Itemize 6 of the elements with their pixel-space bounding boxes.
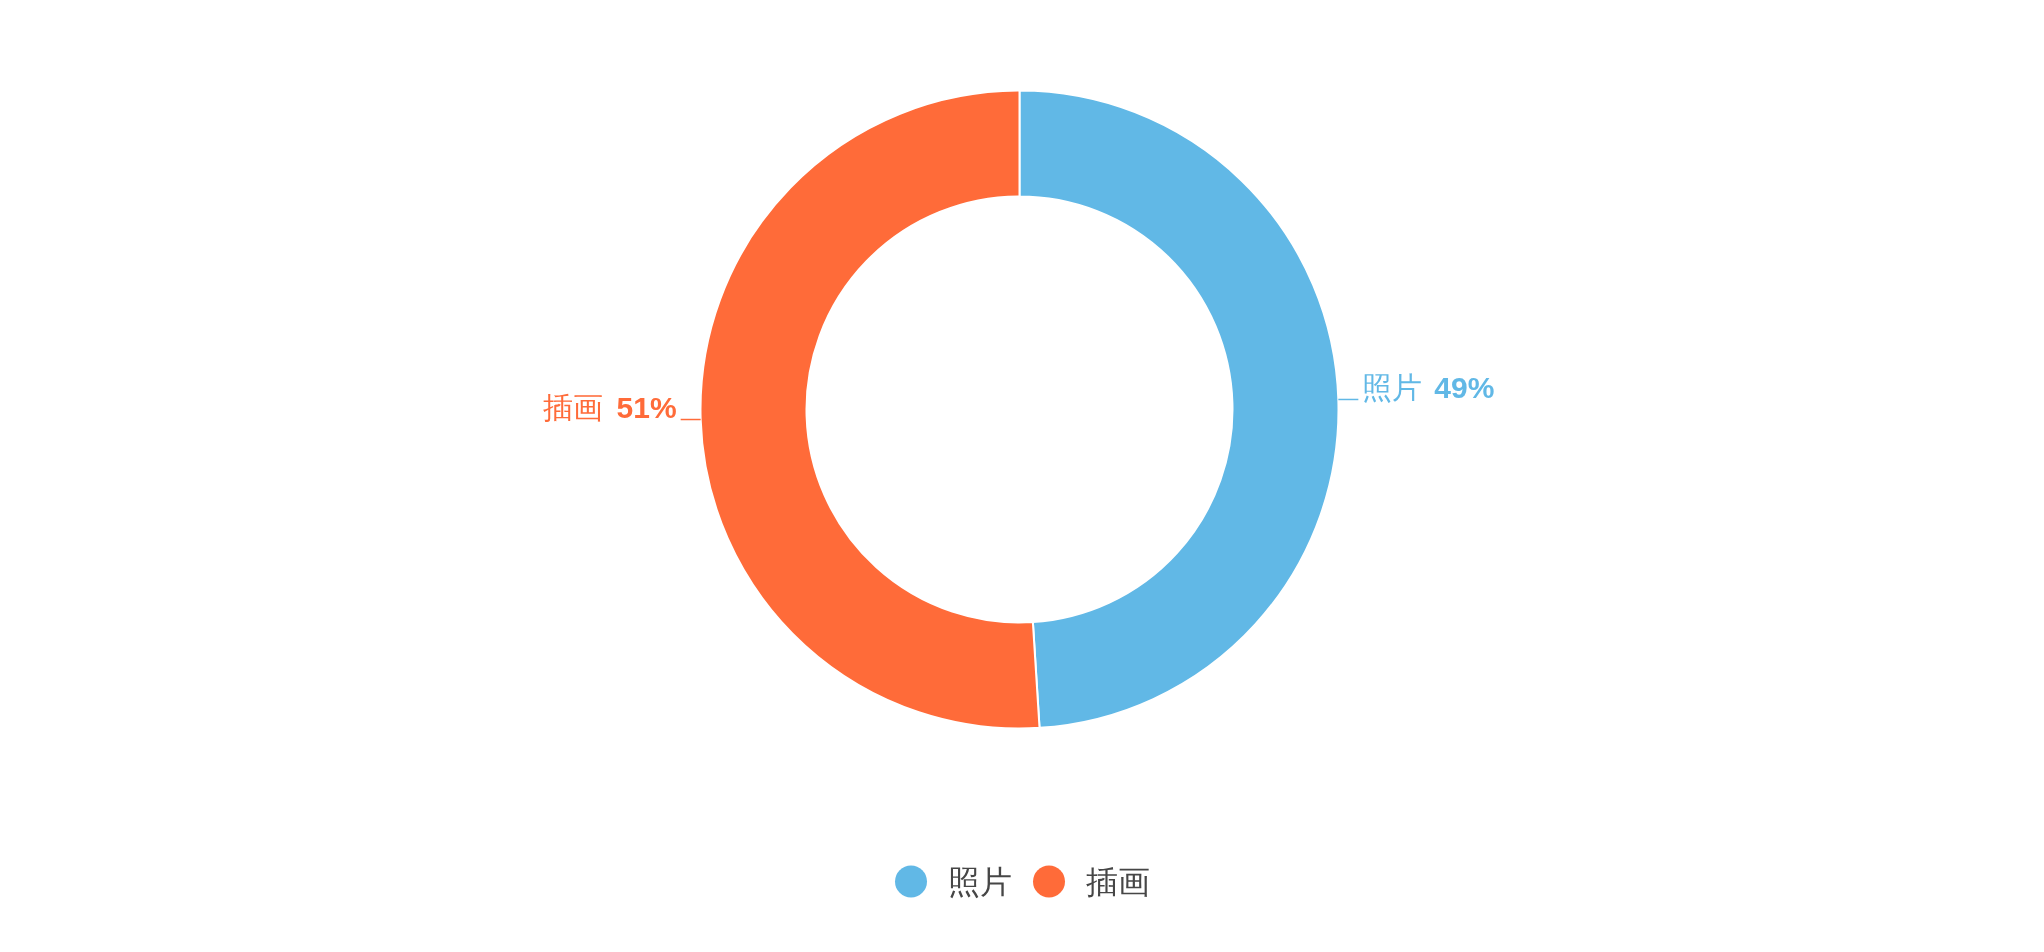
data-label: 49% bbox=[1434, 370, 1495, 404]
slice-label: 插画 bbox=[543, 391, 604, 425]
legend-label: 插画 bbox=[1086, 863, 1150, 900]
slice-label: 照片 bbox=[1362, 370, 1423, 404]
legend-label: 照片 bbox=[948, 863, 1012, 900]
data-label: 51% bbox=[616, 391, 677, 425]
